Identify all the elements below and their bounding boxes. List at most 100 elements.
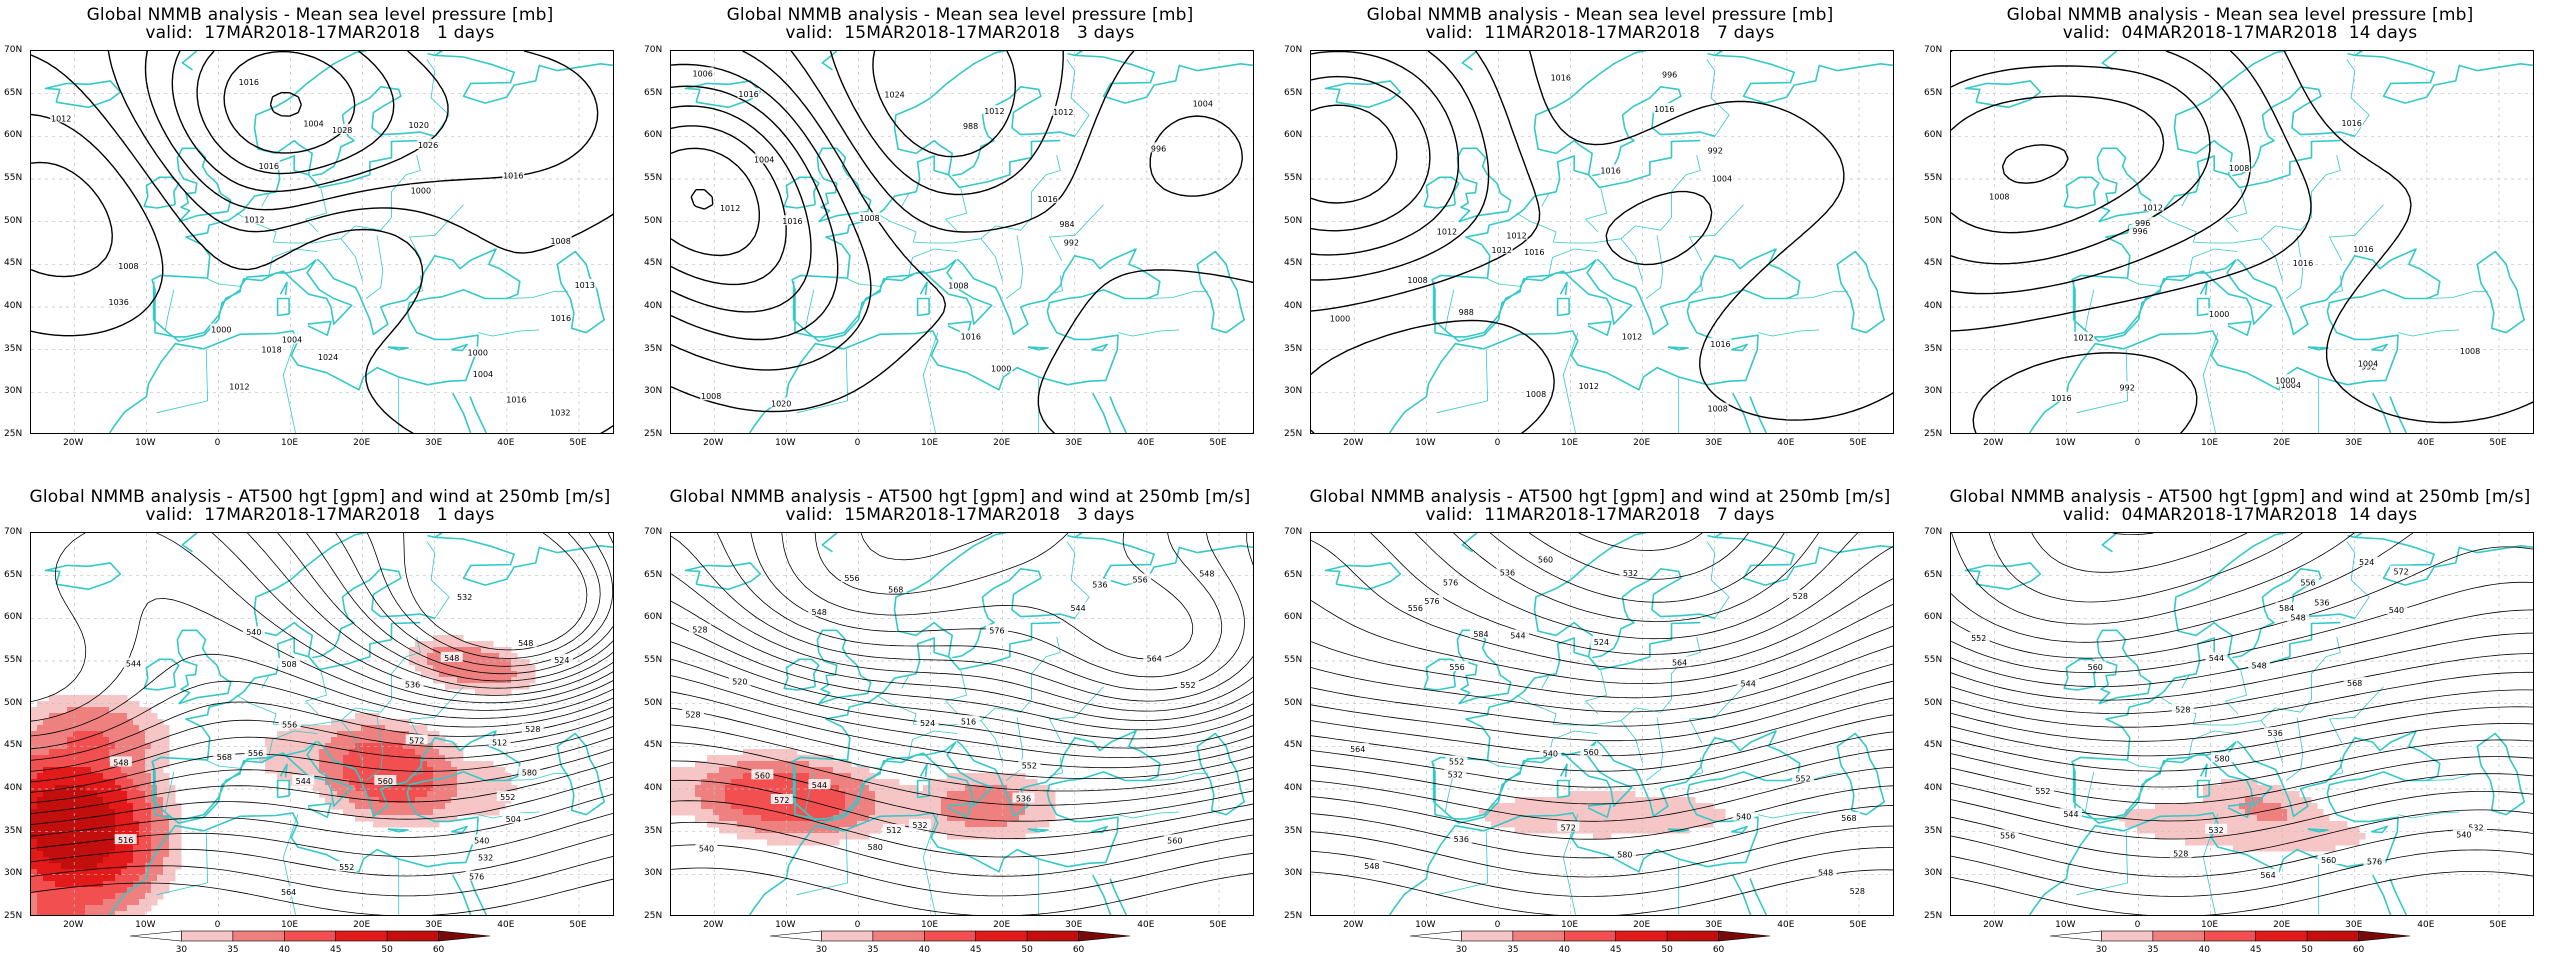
isoline-label-bg: [1549, 71, 1572, 82]
isoline-label-bg: [1577, 379, 1600, 390]
map-area: 1028 1032 1036 1026 1024 1020 1018 1016 1012 1013…: [30, 50, 614, 434]
isoline-label-bg: [1496, 566, 1519, 577]
isoline-value: 1032: [550, 409, 570, 418]
isoline-value: 996: [1151, 144, 1166, 153]
graticule: [1311, 533, 1893, 915]
map-area: 532 536 524 528 540 544 548 552 556 560 564 568 572 5…: [1310, 532, 1894, 916]
isoline-label-bg: [122, 657, 145, 668]
latitude-label: 45N: [644, 258, 663, 269]
longitude-label: 10E: [1560, 438, 1579, 448]
isoline-label-bg: [1404, 602, 1427, 613]
isoline-value: 1016: [2353, 245, 2373, 254]
isoline-label-bg: [2211, 752, 2234, 763]
isoline-value: 1000: [411, 186, 431, 195]
longitude-label: 0: [2134, 438, 2141, 448]
isoline-value: 576: [469, 872, 484, 881]
isoline-label-bg: [1444, 768, 1467, 779]
isoline-value: 1024: [318, 353, 338, 362]
map-area: 548 532 540 544 556 548 552 560 564 568 572 576 580 5…: [30, 532, 614, 916]
isoline-value: 996: [2132, 227, 2147, 236]
isoline-label-bg: [2208, 308, 2231, 319]
map-area: 1012 1008 988 1016 1012 992 996 1000 1004 1008 101…: [1310, 50, 1894, 434]
isoline-label-bg: [417, 138, 440, 149]
panel-title: Global NMMB analysis - Mean sea level pr…: [726, 5, 1194, 25]
isoline-label-bg: [2363, 855, 2386, 866]
isoline-labels: 1008100499699210001016992996100010041008…: [1988, 116, 2482, 403]
isoline-value: 1016: [2051, 394, 2071, 403]
isoline-value: 528: [2173, 850, 2188, 859]
latitude-label: 70N: [1924, 527, 1943, 537]
isoline-value: 568: [2347, 679, 2362, 688]
isoline-label-bg: [1706, 402, 1729, 413]
isoline-labels: 544 540 524 528 532 536 548 552 556 560 564 568 572 5…: [681, 567, 1218, 853]
z500-panel-1: Global NMMB analysis - AT500 hgt [gpm] a…: [0, 482, 640, 962]
longitude-label: 20E: [2273, 438, 2291, 448]
longitude-label: 40E: [2417, 920, 2435, 930]
isoline-value: 540: [699, 844, 714, 853]
latitude-label: 25N: [644, 911, 663, 921]
mslp-panel-1: Global NMMB analysis - Mean sea level pr…: [0, 0, 640, 480]
isoline-value: 524: [2359, 558, 2374, 567]
isoline-value: 576: [2367, 857, 2382, 866]
isoline-value: 544: [2209, 654, 2224, 663]
colorbar-label: 60: [1712, 945, 1725, 955]
colorbar-label: 30: [175, 945, 188, 955]
isoline-value: 524: [920, 719, 935, 728]
isoline-label-bg: [2257, 868, 2280, 879]
isoline-value: 552: [500, 793, 515, 802]
isoline-value: 536: [1016, 795, 1031, 804]
isoline-label-bg: [990, 362, 1013, 373]
isoline-value: 1008: [859, 214, 879, 223]
isoline-label-bg: [2355, 556, 2378, 567]
isoline-value: 1012: [51, 114, 71, 123]
panel-valid-period: valid: 17MAR2018-17MAR2018 1 days: [145, 23, 495, 43]
isoline-value: 1000: [991, 364, 1011, 373]
longitude-label: 20W: [703, 920, 724, 930]
isoline-label-bg: [521, 723, 544, 734]
isoline-label-bg: [2031, 785, 2054, 796]
latitude-label: 70N: [1924, 45, 1943, 55]
panel-title: Global NMMB analysis - Mean sea level pr…: [2006, 5, 2474, 25]
isoline-value: 512: [886, 826, 901, 835]
isoline-label-bg: [1067, 602, 1090, 613]
isoline-label-bg: [1435, 225, 1458, 236]
isoline-label-bg: [2340, 116, 2363, 127]
isoline-label-bg: [2390, 565, 2413, 576]
coastlines: [1964, 51, 2533, 433]
map-svg: 528 532 536 524 528 540 544 548 552 556 560 564 568 5…: [1951, 533, 2533, 915]
isoline-label-bg: [2291, 257, 2314, 268]
isoline-label-bg: [2131, 216, 2154, 227]
isoline-value: 548: [2290, 613, 2305, 622]
isoline-label-bg: [1653, 102, 1676, 113]
colorbar-label: 45: [969, 945, 982, 955]
latitude-label: 40N: [1284, 783, 1303, 793]
isoline-labels: 532 536 524 528 540 544 548 552 556 560 564 568 572 5…: [1346, 553, 1869, 896]
longitude-label: 50E: [569, 920, 587, 930]
isoline-value: 532: [478, 854, 493, 863]
latitude-label: 65N: [1924, 87, 1943, 98]
latitude-label: 55N: [1284, 173, 1303, 183]
isoline-label-bg: [471, 367, 494, 378]
isoline-label-bg: [278, 718, 301, 729]
isoline-value: 996: [1662, 70, 1677, 79]
latitude-label: 35N: [644, 825, 663, 836]
graticule: [1951, 51, 2533, 433]
isoline-value: 988: [1459, 308, 1474, 317]
longitude-label: 0: [214, 920, 221, 930]
isoline-label-bg: [405, 734, 428, 745]
longitude-label: 50E: [569, 438, 587, 448]
latitude-label: 60N: [644, 130, 663, 141]
latitude-label: 35N: [1284, 825, 1303, 836]
isoline-label-bg: [2297, 576, 2320, 587]
isoline-label-bg: [440, 651, 463, 662]
isoline-label-bg: [2459, 344, 2482, 355]
isoline-label-bg: [550, 653, 573, 664]
longitude-label: 0: [1494, 438, 1501, 448]
colorbar-label: 60: [1072, 945, 1085, 955]
isoline-value: 1000: [211, 326, 231, 335]
isoline-value: 532: [1448, 770, 1463, 779]
isoline-value: 504: [506, 815, 521, 824]
longitude-label: 10E: [280, 920, 299, 930]
isoline-label-bg: [1599, 164, 1622, 175]
isoline-label-bg: [864, 841, 887, 852]
